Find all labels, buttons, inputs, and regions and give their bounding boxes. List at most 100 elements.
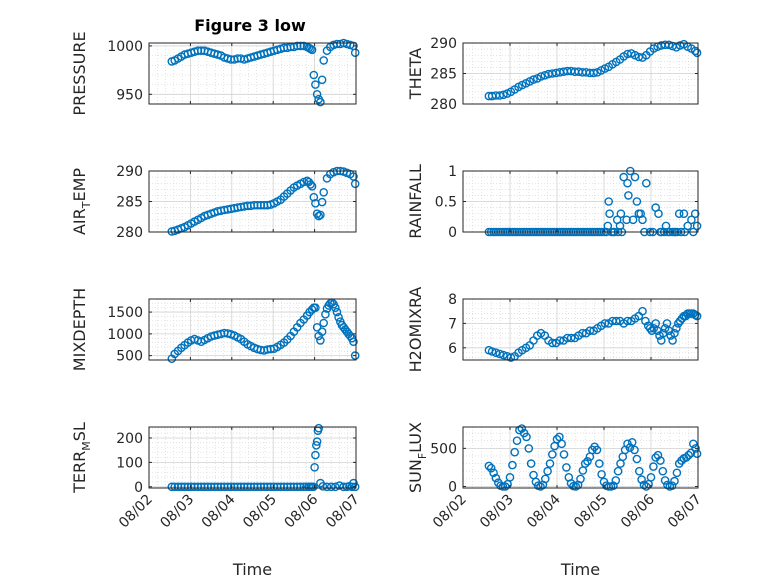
data-point — [350, 482, 360, 492]
data-point — [566, 333, 576, 343]
data-point — [350, 179, 360, 189]
data-point — [311, 80, 320, 89]
y-axis-label: TERRMSL — [70, 422, 93, 494]
data-point — [682, 453, 691, 462]
marker-series — [167, 38, 360, 107]
data-point — [645, 323, 655, 333]
data-point — [508, 460, 517, 470]
data-point — [317, 75, 327, 85]
x-axis-label: Time — [560, 560, 600, 579]
x-tick-label: 08/02 — [430, 492, 470, 532]
data-point — [632, 454, 642, 464]
minor-grid — [149, 43, 356, 104]
x-tick-label: 08/04 — [199, 491, 239, 531]
data-point — [311, 303, 320, 313]
data-point — [548, 450, 557, 459]
data-point — [517, 424, 527, 433]
data-point — [686, 448, 696, 458]
data-point — [616, 209, 626, 218]
axes-box — [462, 298, 699, 361]
y-tick-label: 6 — [448, 341, 457, 357]
data-point — [664, 40, 674, 50]
marker-series — [484, 39, 702, 101]
data-point — [498, 482, 508, 491]
data-point — [350, 48, 360, 58]
y-tick-label: 0 — [448, 225, 457, 241]
x-tick-label: 08/03 — [477, 492, 517, 532]
axes-box — [148, 298, 357, 361]
data-point — [684, 450, 693, 460]
subplot-h2omixra: 6 7 8 H2OMIXRA — [406, 287, 702, 372]
y-tick-label: 0.5 — [435, 195, 457, 211]
data-point — [350, 351, 360, 360]
tick-marks — [462, 170, 699, 233]
data-point — [653, 450, 663, 460]
data-point — [536, 72, 546, 81]
data-point — [559, 450, 569, 459]
y-tick-label: 1500 — [107, 305, 143, 321]
x-tick-label: 08/05 — [571, 492, 611, 532]
y-tick-label: 280 — [430, 97, 457, 113]
data-point — [495, 349, 505, 359]
data-point — [611, 476, 621, 485]
data-point — [307, 45, 317, 55]
data-point — [552, 434, 562, 444]
x-tick-label: 08/05 — [240, 492, 280, 532]
data-point — [167, 482, 177, 492]
data-point — [312, 437, 322, 446]
data-point — [674, 209, 684, 218]
data-point — [600, 319, 610, 328]
data-point — [656, 456, 665, 465]
tick-marks — [462, 298, 699, 360]
figure-title: Figure 3 low — [194, 16, 306, 35]
data-point — [583, 456, 592, 466]
data-point — [660, 476, 670, 485]
y-axis-label: THETA — [406, 48, 425, 100]
data-point — [487, 347, 497, 356]
y-tick-label: 1 — [448, 164, 457, 180]
data-point — [312, 322, 322, 332]
data-point — [314, 211, 324, 221]
data-point — [623, 178, 632, 188]
data-point — [526, 459, 536, 468]
data-point — [505, 472, 515, 482]
y-tick-label: 200 — [116, 431, 143, 447]
marker-series — [167, 298, 360, 364]
data-point — [322, 482, 332, 492]
data-point — [690, 46, 700, 56]
data-point — [311, 440, 321, 450]
data-point — [491, 348, 501, 358]
axes-box — [148, 42, 357, 105]
y-tick-label: 290 — [116, 164, 143, 180]
data-point — [484, 461, 494, 471]
data-point — [654, 209, 663, 218]
data-point — [630, 445, 639, 455]
tick-marks — [462, 42, 699, 105]
data-point — [499, 90, 508, 100]
y-axis-label: MIXDEPTH — [70, 288, 89, 371]
data-point — [605, 209, 614, 218]
data-point — [316, 210, 325, 220]
data-point — [670, 328, 679, 338]
data-point — [687, 215, 696, 225]
data-point — [548, 338, 557, 348]
y-tick-label: 950 — [116, 87, 143, 103]
data-point — [635, 466, 644, 476]
data-point — [646, 472, 656, 482]
data-point — [339, 482, 348, 492]
data-point — [499, 350, 508, 360]
x-tick-label: 08/07 — [665, 492, 705, 532]
data-point — [585, 326, 595, 336]
data-point — [609, 481, 618, 491]
data-point — [628, 215, 638, 225]
data-point — [613, 466, 623, 476]
x-tick-label: 08/03 — [157, 492, 197, 532]
axes-box — [462, 426, 699, 489]
data-point — [589, 68, 599, 78]
data-point — [692, 311, 702, 321]
data-point — [647, 326, 657, 336]
x-tick-label: 08/02 — [116, 492, 156, 532]
data-point — [522, 432, 531, 442]
